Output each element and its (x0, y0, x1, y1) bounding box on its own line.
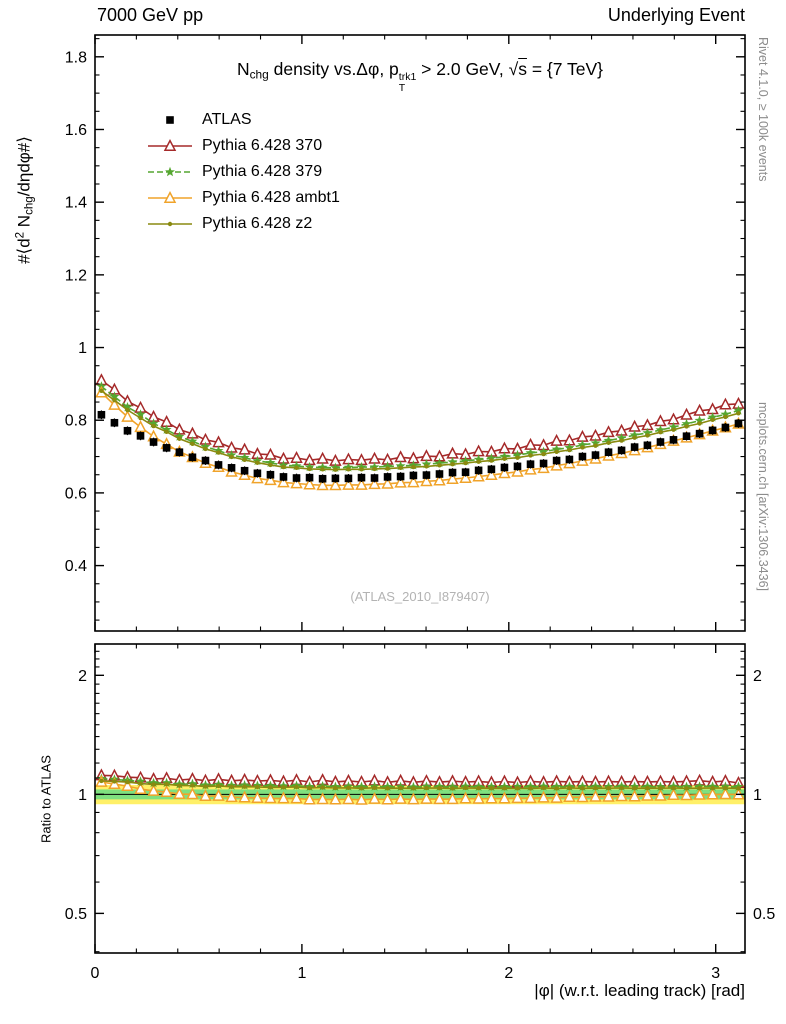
legend-item-atlas: ATLAS (147, 107, 340, 133)
tick-label: 3 (711, 965, 720, 982)
tick-label: 1 (753, 787, 762, 804)
text-segment: > 2.0 GeV, (416, 59, 509, 79)
tick-label: 1.6 (65, 122, 87, 139)
tick-label: 1 (78, 787, 87, 804)
mcplots-arxiv-note: mcplots.cern.ch [arXiv:1306.3436] (756, 402, 770, 591)
ratio-y-axis-label: Ratio to ATLAS (38, 755, 54, 843)
plot-title: Nchg density vs.Δφ, p trk1 T > 2.0 GeV, √s… (95, 59, 745, 94)
tick-label: 0.6 (65, 485, 87, 502)
legend-item-pythia-6-428-z2: Pythia 6.428 z2 (147, 211, 340, 237)
legend-item-pythia-6-428-370: Pythia 6.428 370 (147, 133, 340, 159)
text-segment: /dηdφ#⟩ (14, 136, 34, 197)
tick-label: 1 (297, 965, 306, 982)
legend-label: Pythia 6.428 z2 (202, 215, 313, 232)
legend-marker-pythia-6-428-z2 (148, 221, 192, 227)
text-segment: s (518, 59, 527, 79)
legend-marker-pythia-6-428-ambt1 (148, 190, 192, 203)
tick-label: 0 (91, 965, 100, 982)
beam-energy-label: 7000 GeV pp (97, 5, 204, 25)
series-atlas (97, 410, 743, 484)
tick-label: 1.2 (65, 267, 87, 284)
tick-label: 0.8 (65, 413, 87, 430)
tick-label: 0.4 (65, 558, 87, 575)
tick-label: 1.8 (65, 49, 87, 66)
legend-label: Pythia 6.428 370 (202, 137, 323, 154)
x-axis-label: |φ| (w.r.t. leading track) [rad] (534, 981, 745, 1000)
legend-marker-pythia-6-428-379 (148, 166, 192, 177)
analysis-id-watermark: (ATLAS_2010_I879407) (350, 589, 490, 604)
tick-label: 2 (78, 668, 87, 685)
text-segment: √ (508, 59, 519, 79)
mc-series (95, 373, 745, 805)
legend-marker-pythia-6-428-370 (148, 138, 192, 151)
text-segment: chg (249, 67, 269, 82)
series-pythia-6-428-ambt1 (95, 385, 745, 805)
text-segment: 2 (14, 231, 27, 239)
legend: ATLAS Pythia 6.428 370 Pythia 6.428 379 Pyt… (147, 107, 340, 237)
tick-label: 1 (78, 340, 87, 357)
series-pythia-6-428-z2 (99, 388, 741, 791)
tick-label: 2 (504, 965, 513, 982)
text-segment: = {7 TeV} (526, 59, 604, 79)
tick-label: 2 (753, 668, 762, 685)
tick-label: 0.5 (65, 906, 87, 923)
legend-label: Pythia 6.428 379 (202, 163, 323, 180)
ratio-panel-frame (94, 643, 746, 954)
text-segment: #⟨d (14, 238, 34, 264)
tick-labels: 0 1 2 3 0.4 0.6 0.8 1 1.2 1.4 1.6 1.8 0.5 0.5 1 1 2 2 (65, 49, 776, 982)
main-y-axis-label: #⟨d2 Nchg/dηdφ#⟩ (14, 136, 35, 264)
text-segment: chg (23, 196, 36, 215)
legend-marker-atlas (166, 116, 174, 124)
text-segment: N (14, 214, 34, 232)
text-segment: density vs.Δφ, p (268, 59, 399, 79)
legend-label: ATLAS (202, 111, 252, 128)
tick-label: 1.4 (65, 195, 87, 212)
text-segment: N (236, 59, 250, 79)
tick-label: 0.5 (753, 906, 775, 923)
main-panel-frame (94, 34, 746, 632)
legend-label: Pythia 6.428 ambt1 (202, 189, 340, 206)
legend-item-pythia-6-428-379: Pythia 6.428 379 (147, 159, 340, 185)
rivet-version-note: Rivet 4.1.0, ≥ 100k events (756, 37, 770, 182)
sup-sub-stack: trk1 T (398, 71, 417, 95)
analysis-group-label: Underlying Event (607, 5, 745, 25)
legend-item-pythia-6-428-ambt1: Pythia 6.428 ambt1 (147, 185, 340, 211)
